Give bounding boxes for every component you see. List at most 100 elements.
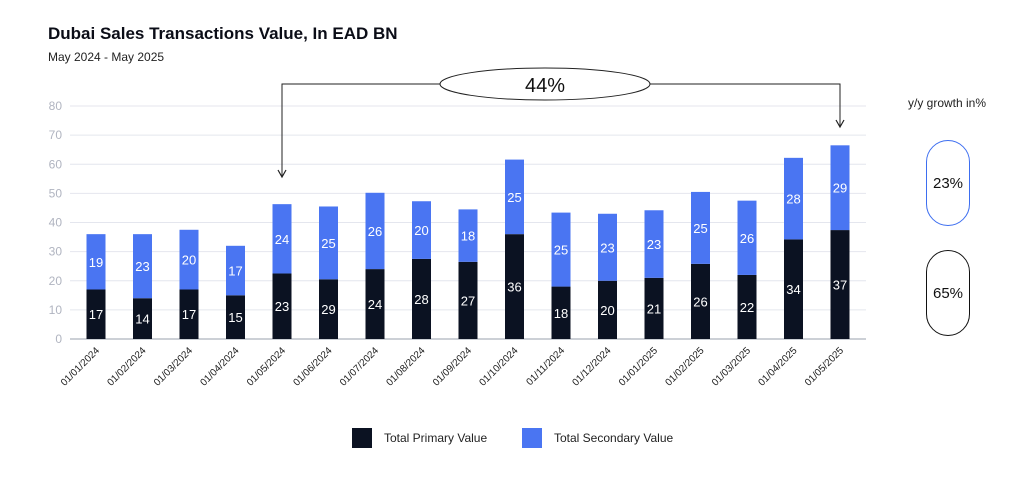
data-label-secondary: 28 (786, 192, 800, 207)
chart-title: Dubai Sales Transactions Value, In EAD B… (48, 24, 398, 43)
x-tick-label: 01/10/2024 (477, 345, 520, 388)
growth-pill-primary: 65% (926, 250, 970, 336)
x-tick-label: 01/03/2024 (152, 345, 195, 388)
growth-pill-secondary: 23% (926, 140, 970, 226)
data-label-secondary: 23 (135, 259, 149, 274)
bar-primary (226, 295, 245, 339)
bar-primary (86, 289, 106, 339)
y-tick-label: 30 (49, 245, 63, 259)
y-tick-label: 20 (49, 274, 63, 288)
bar-primary (551, 286, 571, 339)
data-label-secondary: 29 (833, 181, 847, 196)
annotation-arrowhead-right (835, 119, 845, 129)
x-tick-label: 01/05/2025 (803, 345, 846, 388)
y-tick-label: 60 (49, 157, 63, 171)
data-label-secondary: 17 (228, 264, 242, 279)
data-label-secondary: 20 (182, 253, 196, 268)
data-label-primary: 34 (786, 282, 800, 297)
bar-primary (830, 230, 850, 339)
bar-secondary (505, 159, 524, 235)
bar-secondary (86, 234, 106, 290)
bar-primary (644, 277, 664, 339)
data-label-secondary: 25 (693, 221, 707, 236)
x-tick-label: 01/03/2025 (710, 345, 753, 388)
data-label-primary: 20 (600, 303, 614, 318)
y-tick-label: 50 (49, 186, 63, 200)
growth-label: y/y growth in% (908, 96, 987, 110)
x-tick-label: 01/01/2025 (617, 345, 660, 388)
data-label-secondary: 26 (368, 224, 382, 239)
bar-secondary (365, 192, 385, 270)
x-tick-label: 01/04/2024 (198, 345, 241, 388)
data-label-primary: 15 (228, 310, 242, 325)
legend-label-primary: Total Primary Value (384, 431, 488, 445)
bar-secondary (319, 206, 338, 280)
bar-secondary (598, 213, 617, 281)
data-label-secondary: 20 (414, 223, 428, 238)
data-label-secondary: 26 (740, 231, 754, 246)
bar-secondary (551, 212, 571, 287)
x-tick-label: 01/08/2024 (384, 345, 427, 388)
bar-secondary (830, 145, 850, 231)
data-label-primary: 36 (507, 280, 521, 295)
bar-secondary (737, 200, 757, 275)
bar-secondary (179, 229, 199, 290)
y-tick-label: 40 (49, 216, 63, 230)
data-label-primary: 22 (740, 300, 754, 315)
legend-swatch-primary (352, 428, 372, 448)
legend-item-primary: Total Primary Value (352, 428, 487, 448)
bar-secondary (784, 157, 803, 240)
data-label-primary: 29 (321, 302, 335, 317)
annotation-arrowhead-left (277, 169, 287, 179)
data-label-secondary: 19 (89, 255, 103, 270)
data-label-secondary: 23 (600, 240, 614, 255)
x-tick-label: 01/12/2024 (570, 345, 613, 388)
data-label-primary: 17 (89, 307, 103, 322)
data-label-primary: 14 (135, 312, 149, 327)
bar-primary (272, 273, 292, 339)
bar-primary (458, 261, 478, 339)
data-label-primary: 28 (414, 292, 428, 307)
x-tick-label: 01/07/2024 (338, 345, 381, 388)
legend-label-secondary: Total Secondary Value (554, 431, 674, 445)
data-label-primary: 37 (833, 278, 847, 293)
x-tick-label: 01/11/2024 (524, 345, 567, 388)
data-label-secondary: 25 (554, 243, 568, 258)
chart-subtitle: May 2024 - May 2025 (48, 50, 165, 64)
bar-secondary (133, 234, 152, 299)
bar-primary (412, 258, 431, 339)
x-tick-label: 01/09/2024 (431, 345, 474, 388)
bar-secondary (691, 191, 710, 264)
bar-secondary (226, 245, 245, 296)
bar-primary (784, 239, 803, 339)
x-tick-label: 01/04/2025 (756, 345, 799, 388)
data-label-secondary: 24 (275, 232, 289, 247)
data-label-primary: 17 (182, 307, 196, 322)
bar-secondary (412, 201, 431, 259)
x-tick-label: 01/01/2024 (59, 345, 102, 388)
bar-primary (319, 279, 338, 339)
data-label-primary: 26 (693, 294, 707, 309)
bar-primary (179, 289, 199, 339)
bar-primary (505, 234, 524, 339)
data-label-primary: 18 (554, 306, 568, 321)
bar-primary (365, 269, 385, 339)
data-label-secondary: 25 (321, 236, 335, 251)
bar-primary (133, 298, 152, 339)
x-tick-label: 01/06/2024 (291, 345, 334, 388)
x-tick-label: 01/05/2024 (245, 345, 288, 388)
y-tick-label: 70 (49, 128, 63, 142)
data-label-primary: 21 (647, 301, 661, 316)
x-tick-label: 01/02/2025 (663, 345, 706, 388)
y-tick-label: 10 (49, 303, 63, 317)
bar-primary (691, 263, 710, 339)
y-tick-label: 80 (49, 99, 63, 113)
bar-secondary (458, 209, 478, 262)
data-label-primary: 23 (275, 299, 289, 314)
data-label-primary: 27 (461, 293, 475, 308)
x-tick-label: 01/02/2024 (105, 345, 148, 388)
bar-primary (737, 274, 757, 339)
bar-secondary (644, 210, 664, 278)
annotation-ellipse (439, 67, 651, 101)
